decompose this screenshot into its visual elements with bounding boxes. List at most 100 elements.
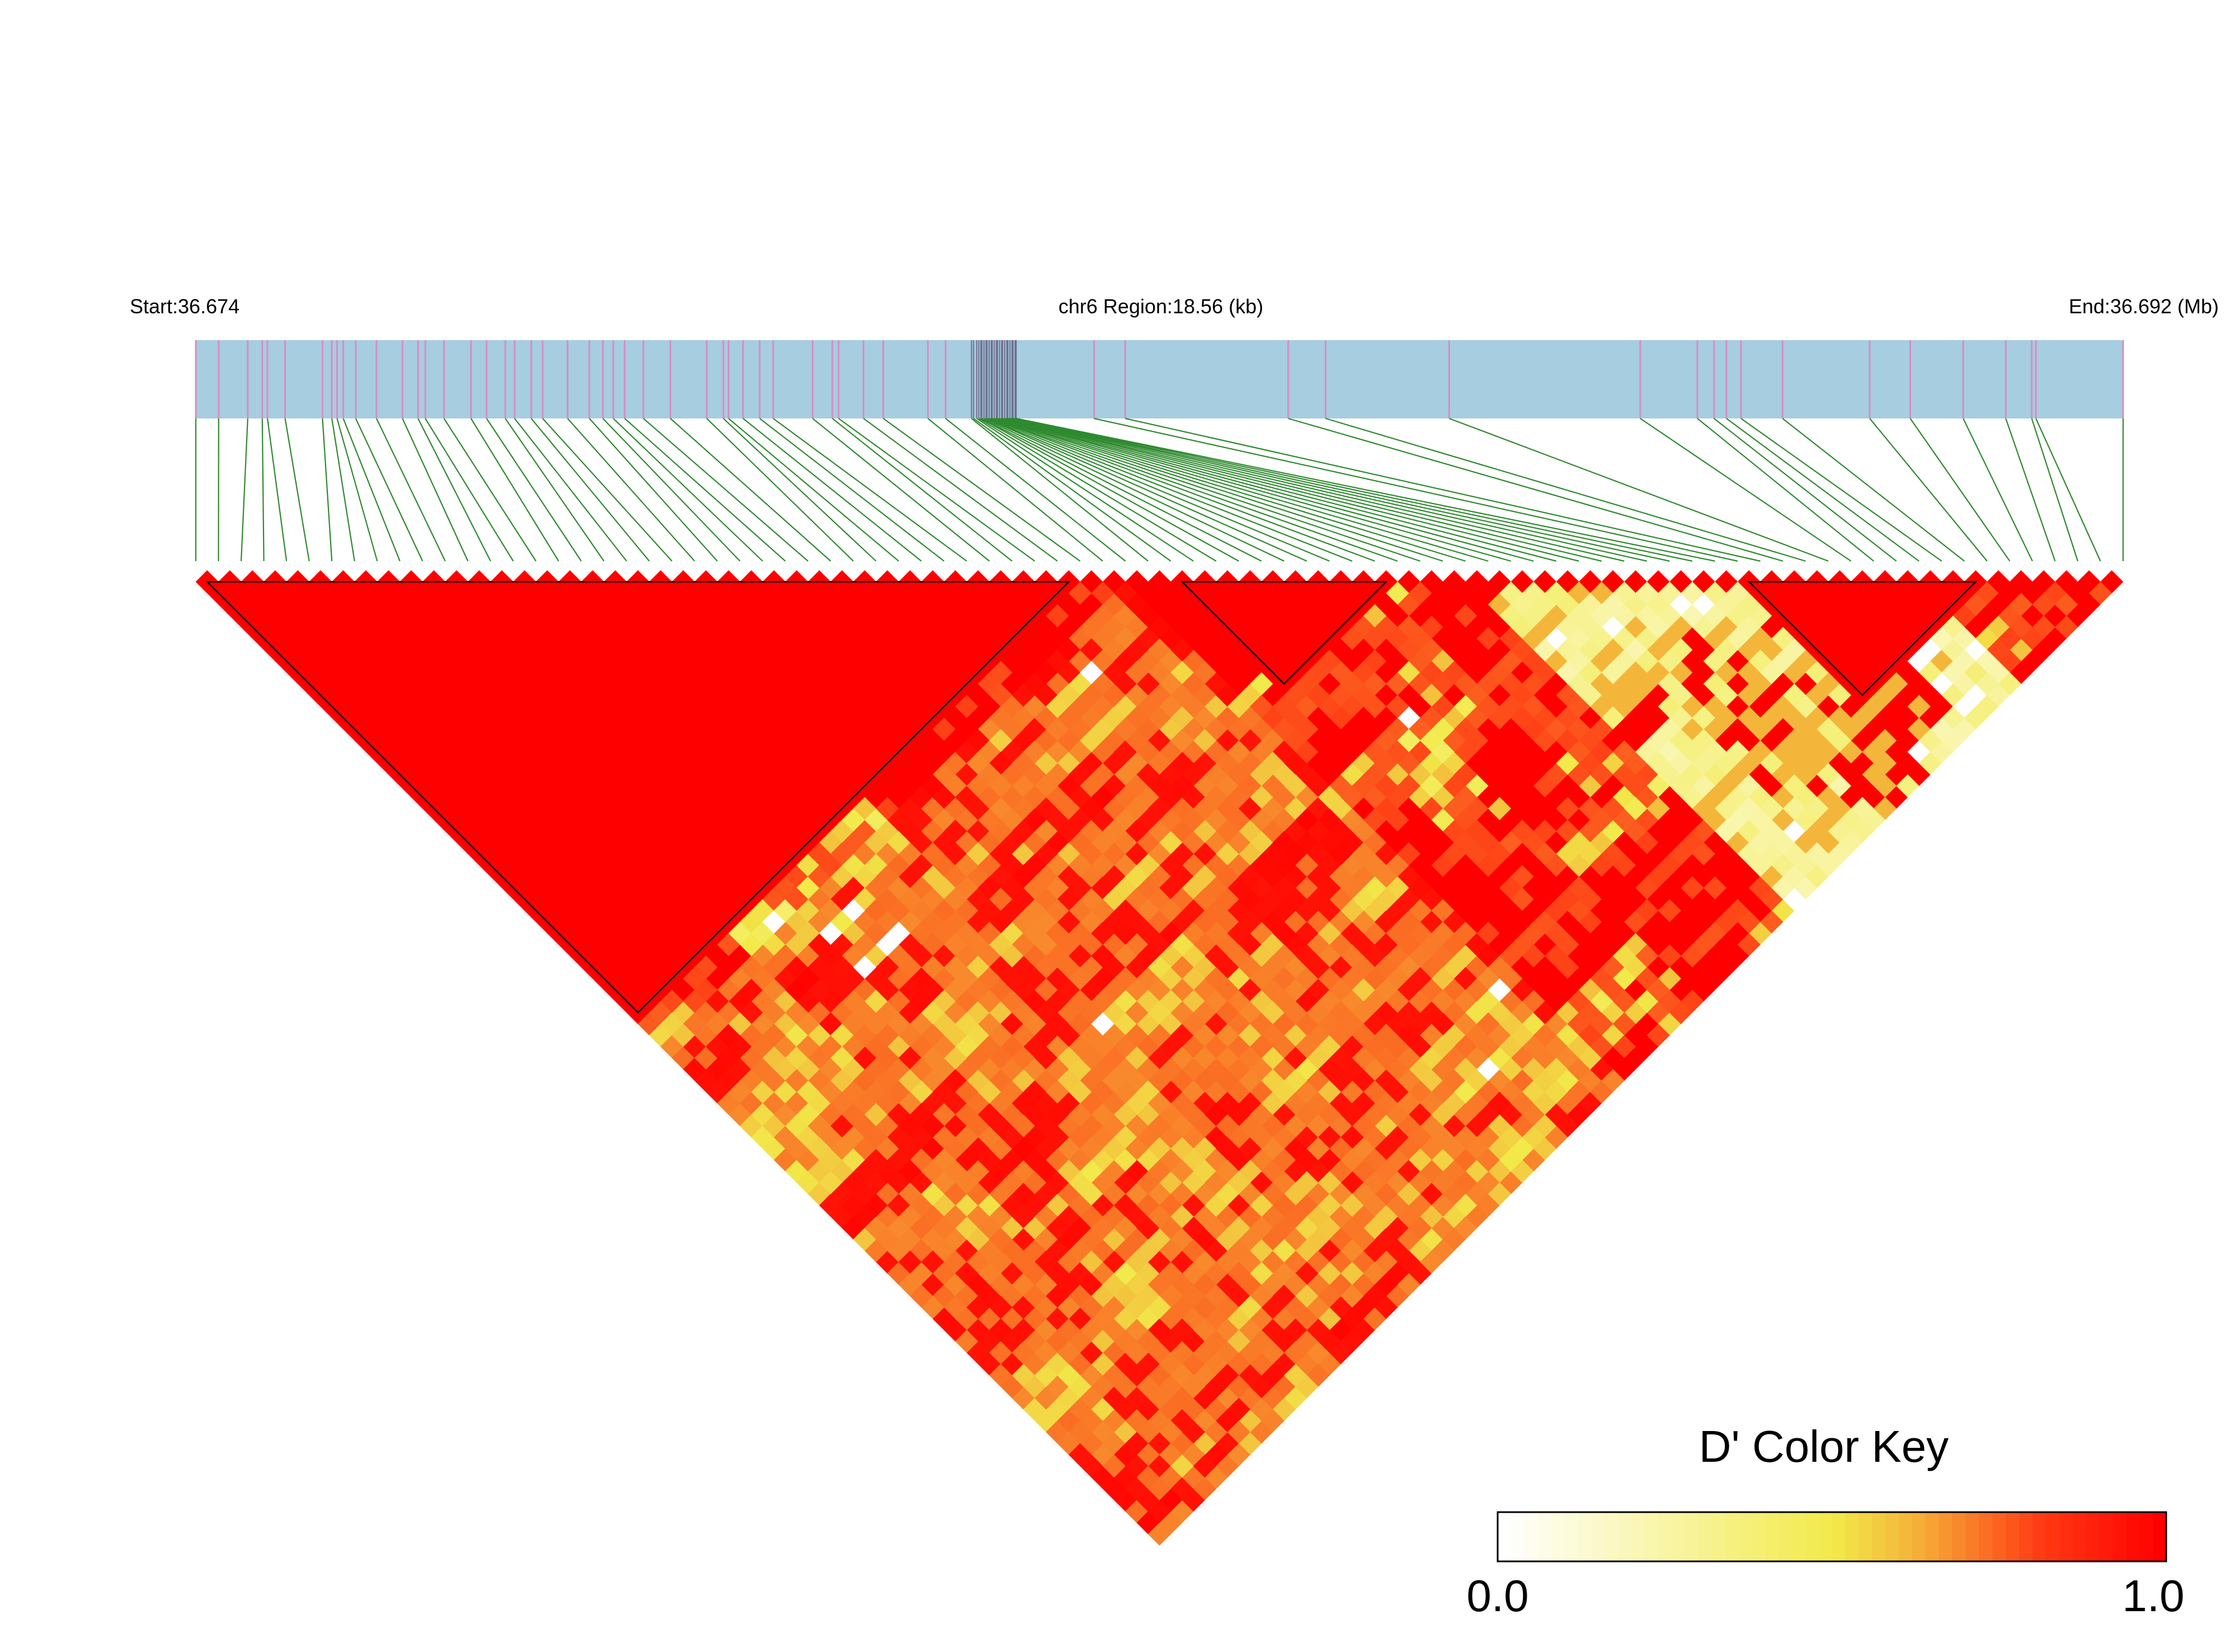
snp-connector-line [812, 418, 990, 562]
ld-cell-group [1465, 842, 1489, 866]
snp-connector-line [883, 418, 1081, 562]
color-key-segment [2126, 1512, 2140, 1561]
snp-connector-line [624, 418, 786, 562]
color-key-segment [2032, 1512, 2046, 1561]
ld-cell-group [1080, 956, 1273, 1319]
snp-connector-line [261, 418, 265, 562]
ld-block-outline [1180, 581, 1388, 685]
color-key-segment [1711, 1512, 1726, 1561]
color-key-segment [1965, 1512, 1980, 1561]
ld-cell-group [1386, 581, 1455, 832]
ld-cell-group [1386, 615, 2033, 934]
ld-cell-group [1590, 990, 1613, 1013]
snp-connector-line [240, 418, 248, 562]
color-key-segment [1644, 1512, 1659, 1561]
ld-cell-group [1046, 695, 1342, 1104]
ld-cell-group [1431, 717, 1455, 741]
ld-cell-group [1556, 751, 1579, 775]
snp-ticks [195, 340, 2124, 418]
ld-cell-group [1363, 604, 1387, 628]
snp-connector-line [1714, 418, 1897, 562]
snp-connector-line [984, 418, 1284, 562]
ld-cells [195, 570, 2124, 1546]
snp-connector-line [2031, 418, 2078, 562]
color-key-segment [1778, 1512, 1792, 1561]
snp-connector-line [927, 418, 1103, 562]
snp-connector-line [1006, 417, 1579, 562]
ld-cell-group [1715, 638, 1999, 718]
ld-cell-group [1601, 592, 1977, 651]
snp-connector-line [1909, 418, 2011, 562]
snp-connector-line [706, 418, 854, 562]
snp-connector-line [986, 417, 1307, 562]
color-key-max-label: 1.0 [2122, 1571, 2184, 1621]
ld-block-outline [1747, 581, 1978, 696]
color-key-segment [2153, 1512, 2167, 1561]
ld-cell-group [1567, 604, 2022, 1024]
region-label: chr6 Region:18.56 (kb) [1058, 295, 1263, 318]
color-key-segment [1925, 1512, 1940, 1561]
ld-cell-group [977, 672, 1421, 1285]
color-key-segment [1765, 1512, 1779, 1561]
snp-connector-line [355, 418, 424, 562]
snp-connector-line [336, 418, 378, 562]
color-key-segment [1658, 1512, 1672, 1561]
snp-connector-line [759, 418, 945, 562]
snp-connector-line [1963, 418, 2033, 562]
snp-connector-line [1015, 417, 1693, 562]
snp-connector-line [1016, 417, 1715, 562]
ld-cell-group [1431, 604, 1977, 945]
snp-connector-line [945, 418, 1126, 562]
color-key-segment [1605, 1512, 1619, 1561]
color-key-segment [1752, 1512, 1766, 1561]
snp-connector-line [978, 418, 1217, 562]
ld-cell-group [1057, 638, 1081, 662]
color-key-segment [2019, 1512, 2033, 1561]
snp-connector-line [1697, 418, 1874, 562]
snp-connector-line [1740, 418, 1942, 562]
snp-connector-line [2035, 418, 2101, 562]
end-label: End:36.692 (Mb) [2069, 295, 2219, 318]
color-key-segment [2139, 1512, 2154, 1561]
color-key-segment [1845, 1512, 1860, 1561]
snp-connector-line [863, 418, 1058, 562]
color-key-segment [1885, 1512, 1899, 1561]
ld-cell-group [921, 661, 1194, 1024]
snp-connector-line [1726, 418, 1919, 562]
ld-cell-group [1703, 672, 1727, 696]
ld-cell-group [1329, 706, 1602, 934]
snp-connector-line [986, 417, 1330, 562]
ld-cell-group [796, 604, 1160, 990]
color-key-segment [1992, 1512, 2007, 1561]
color-key-segment [2006, 1512, 2020, 1561]
color-key-segment [1938, 1512, 1953, 1561]
ld-cell-group [910, 785, 1512, 1410]
color-key-segment [2099, 1512, 2114, 1561]
ld-cell-group [1431, 1103, 1455, 1127]
snp-connector-line [602, 418, 741, 562]
ld-cell-group [1102, 944, 1478, 1399]
ld-cell-group [1420, 774, 1443, 798]
start-label: Start:36.674 [130, 295, 239, 318]
snp-connector-line [1782, 418, 1965, 562]
snp-connector-line [322, 418, 333, 562]
snp-connector-line [999, 417, 1489, 562]
ld-cell-group [1646, 615, 1670, 639]
color-key-segment [1899, 1512, 1913, 1561]
color-key-segment [1524, 1512, 1538, 1561]
snp-connector-line [996, 417, 1443, 562]
snp-connector-line [980, 418, 1239, 562]
color-key-segment [2086, 1512, 2100, 1561]
snp-connector-line [1013, 417, 1670, 562]
ld-block-outline [205, 581, 1071, 1014]
snp-connector-line [991, 417, 1375, 562]
color-key-segment [1738, 1512, 1753, 1561]
color-key-segment [2045, 1512, 2060, 1561]
ld-cell-group [1817, 717, 1840, 741]
ld-cell-group [1511, 706, 1704, 1047]
color-key-segment [1872, 1512, 1886, 1561]
color-key-segment [1832, 1512, 1846, 1561]
snp-connector-line [542, 418, 672, 562]
ld-cell-group [1533, 638, 1557, 662]
ld-cell-group [1794, 808, 1818, 832]
